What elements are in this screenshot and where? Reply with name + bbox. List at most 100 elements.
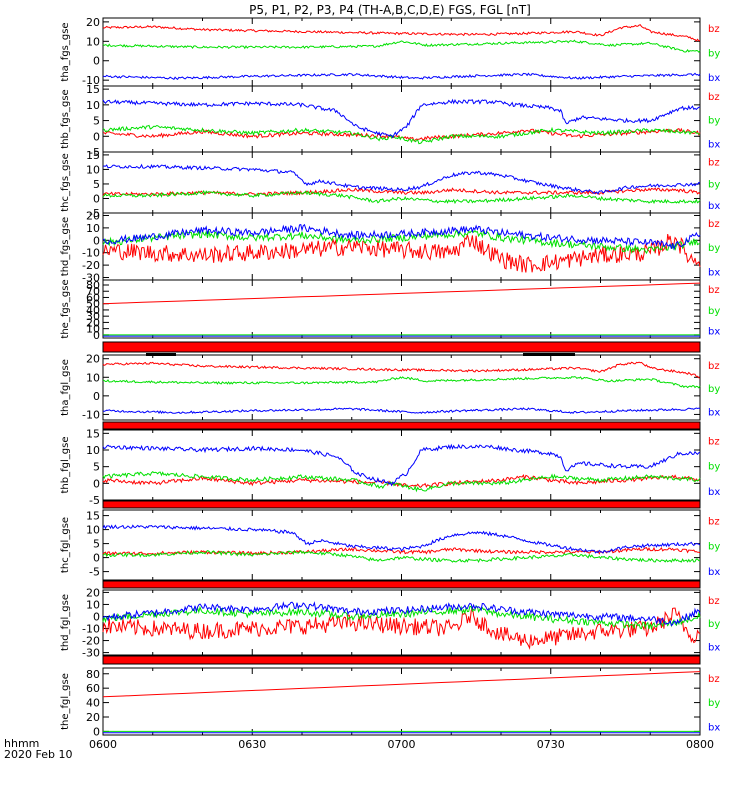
legend-bx: bx (708, 327, 720, 338)
series-line-bx (102, 163, 701, 196)
y-tick-label: 5 (93, 461, 100, 474)
legend-bz: bz (708, 285, 720, 296)
y-tick-label: 20 (86, 353, 100, 366)
y-axis-label: thb_fgs_gse (60, 89, 71, 148)
y-tick-label: -10 (82, 74, 100, 87)
legend-bz: bz (708, 219, 720, 230)
separator-bar (102, 341, 701, 353)
series-line-bx (102, 98, 701, 139)
x-tick-label: 0730 (537, 738, 565, 751)
legend-bx: bx (708, 267, 720, 278)
y-tick-label: 10 (86, 444, 100, 457)
series-line-by (102, 189, 701, 205)
series-line-by (102, 375, 701, 389)
y-tick-label: -10 (82, 247, 100, 260)
interval-marker (523, 353, 575, 356)
legend-bx: bx (708, 567, 720, 578)
y-tick-label: 0 (93, 192, 100, 205)
series-line-by (102, 549, 701, 564)
y-tick-label: 0 (93, 610, 100, 623)
y-tick-label: -5 (89, 207, 100, 220)
y-tick-label: 0 (93, 390, 100, 403)
y-tick-label: -5 (89, 566, 100, 579)
legend-bx: bx (708, 139, 720, 150)
separator-bar (102, 500, 701, 509)
footer-date: 2020 Feb 10 (4, 748, 72, 761)
y-tick-label: 0 (93, 725, 100, 738)
legend-bz: bz (708, 92, 720, 103)
separator-bar (102, 421, 701, 430)
y-tick-label: -5 (89, 146, 100, 159)
series-line-bz (102, 671, 701, 698)
series-line-bz (102, 361, 701, 379)
separator-bar (102, 580, 701, 589)
y-tick-label: -30 (82, 647, 100, 660)
y-tick-label: 10 (86, 99, 100, 112)
y-axis-label: tha_fgs_gse (60, 22, 71, 81)
legend-bx: bx (708, 408, 720, 419)
panel-frame (102, 151, 701, 214)
panel-frame (102, 589, 701, 656)
y-tick-label: 40 (86, 304, 100, 317)
y-tick-label: 10 (86, 371, 100, 384)
legend-bz: bz (708, 361, 720, 372)
y-tick-label: -10 (82, 623, 100, 636)
separator-bar (102, 655, 701, 665)
y-tick-label: -20 (82, 635, 100, 648)
legend-bz: bz (708, 436, 720, 447)
series-line-by (102, 124, 701, 145)
series-line-bz (102, 606, 701, 650)
y-tick-label: 10 (86, 163, 100, 176)
panel-thb_fgs_gse: -5 0 5 10 15 thb_fgs_gse bz by bx (60, 83, 720, 159)
y-axis-label: thb_fgl_gse (60, 437, 71, 494)
y-axis-label: tha_fgl_gse (60, 359, 71, 416)
legend-bz: bz (708, 516, 720, 527)
y-axis-label: the_fgs_gse (60, 279, 71, 338)
series-line-bx (102, 524, 701, 554)
legend-bx: bx (708, 722, 720, 733)
panel-frame (102, 667, 701, 736)
legend-bz: bz (708, 157, 720, 168)
legend-by: by (708, 384, 720, 395)
y-tick-label: 5 (93, 115, 100, 128)
y-tick-label: 15 (86, 149, 100, 162)
series-line-bz (102, 282, 701, 305)
interval-marker (146, 353, 176, 356)
y-axis-label: thc_fgl_gse (60, 517, 71, 573)
x-axis: 0600 0630 0700 0730 0800 (89, 738, 714, 751)
y-tick-label: 0 (93, 477, 100, 490)
y-tick-label: 10 (86, 222, 100, 235)
legend-bx: bx (708, 73, 720, 84)
y-tick-label: -5 (89, 494, 100, 507)
chart-title: P5, P1, P2, P3, P4 (TH-A,B,C,D,E) FGS, F… (249, 3, 531, 17)
y-tick-label: -20 (82, 259, 100, 272)
y-tick-label: 60 (86, 682, 100, 695)
series-line-bx (102, 407, 701, 415)
y-axis-label: thc_fgs_gse (60, 153, 71, 212)
legend-by: by (708, 619, 720, 630)
series-line-bz (102, 232, 701, 273)
legend-bx: bx (708, 201, 720, 212)
panel-frame (102, 509, 701, 581)
series-line-by (102, 604, 701, 631)
y-tick-label: 60 (86, 291, 100, 304)
legend-bx: bx (708, 487, 720, 498)
y-tick-label: 30 (86, 310, 100, 323)
legend-bz: bz (708, 596, 720, 607)
y-axis-label: thd_fgs_gse (60, 217, 71, 276)
y-tick-label: 40 (86, 697, 100, 710)
y-tick-label: 15 (86, 427, 100, 440)
panel-tha_fgs_gse: -10 0 10 20 tha_fgs_gse bz by bx (60, 16, 720, 87)
legend-bz: bz (708, 674, 720, 685)
panel-thb_fgl_gse: -5 0 5 10 15 thb_fgl_gse bz by bx (60, 427, 720, 507)
y-tick-label: 10 (86, 35, 100, 48)
series-line-bx (102, 601, 701, 627)
legend-by: by (708, 462, 720, 473)
y-tick-label: 15 (86, 83, 100, 96)
y-tick-label: 20 (86, 711, 100, 724)
